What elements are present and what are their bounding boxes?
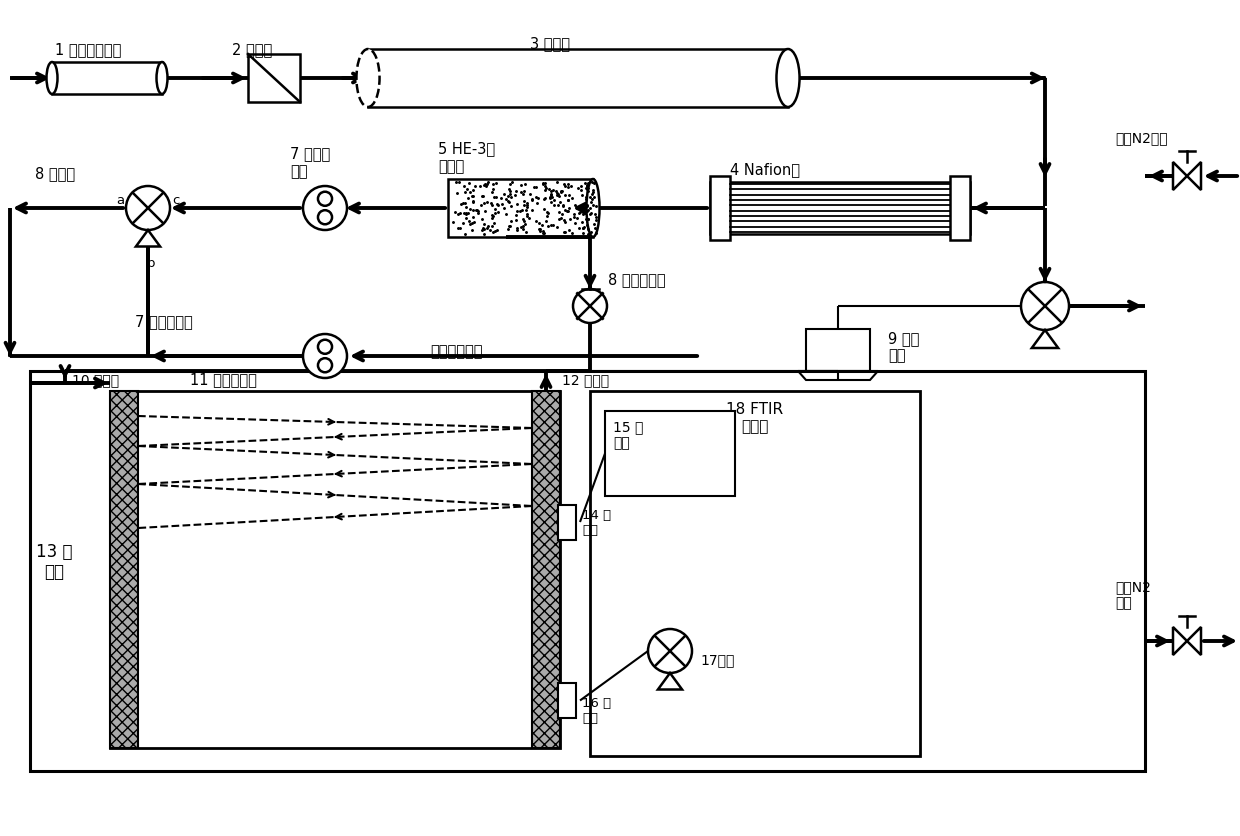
Text: c: c (172, 194, 180, 207)
Circle shape (573, 289, 608, 324)
Text: 3 杜瓦罐: 3 杜瓦罐 (529, 36, 570, 51)
Polygon shape (1032, 330, 1058, 349)
Text: 吹扫N2入口: 吹扫N2入口 (1115, 131, 1168, 145)
Text: 13 密
封箱: 13 密 封箱 (36, 542, 72, 581)
Bar (368, 50, 787, 108)
Bar (532, 391, 560, 748)
Ellipse shape (47, 63, 57, 95)
Bar (448, 180, 593, 237)
Circle shape (649, 630, 692, 673)
Text: 标准气进气口: 标准气进气口 (430, 344, 482, 359)
Polygon shape (1173, 627, 1187, 655)
Text: 4 Nafion管: 4 Nafion管 (730, 162, 800, 176)
Bar (605, 411, 735, 497)
Text: 7 气体流量计: 7 气体流量计 (135, 314, 192, 329)
Ellipse shape (776, 50, 800, 108)
Text: 9 电脑
控制: 9 电脑 控制 (888, 330, 919, 363)
Text: 1 待测气采样口: 1 待测气采样口 (55, 42, 122, 57)
Circle shape (1021, 283, 1069, 330)
Polygon shape (658, 673, 682, 690)
Bar (558, 505, 577, 540)
Bar (711, 176, 730, 241)
Polygon shape (1173, 163, 1187, 191)
Text: b: b (146, 257, 155, 270)
Bar (558, 683, 577, 718)
Ellipse shape (587, 180, 599, 237)
Bar (110, 391, 560, 748)
Text: 18 FTIR
光谱仪: 18 FTIR 光谱仪 (727, 401, 784, 434)
Text: 15 探
测器: 15 探 测器 (613, 420, 644, 450)
Bar (30, 371, 1145, 771)
Circle shape (303, 334, 347, 379)
Text: 11 多次反射池: 11 多次反射池 (190, 371, 257, 386)
Text: 5 HE-3型
干燥剂: 5 HE-3型 干燥剂 (438, 141, 495, 174)
Circle shape (126, 186, 170, 231)
Text: 17光源: 17光源 (701, 652, 734, 666)
Ellipse shape (356, 50, 379, 108)
Text: 10 进气口: 10 进气口 (72, 373, 119, 386)
Text: 2 过滤器: 2 过滤器 (232, 42, 273, 57)
Polygon shape (1187, 163, 1202, 191)
Text: 14 出
光口: 14 出 光口 (582, 508, 611, 537)
Bar (52, 63, 162, 95)
Circle shape (303, 186, 347, 231)
Text: 7 气体流
量计: 7 气体流 量计 (290, 146, 330, 179)
Ellipse shape (156, 63, 167, 95)
Bar (711, 183, 970, 235)
Bar (110, 391, 138, 748)
Bar (806, 329, 870, 371)
Bar (590, 391, 920, 756)
Bar (248, 55, 300, 103)
Text: 8 流量控制阀: 8 流量控制阀 (608, 272, 666, 287)
Text: 吹扫N2
出口: 吹扫N2 出口 (1115, 579, 1151, 609)
Text: a: a (115, 194, 124, 207)
Text: 8 三通阀: 8 三通阀 (35, 166, 76, 181)
Bar (950, 176, 970, 241)
Text: 12 出气口: 12 出气口 (562, 373, 609, 386)
Text: 16 入
光口: 16 入 光口 (582, 696, 611, 725)
Polygon shape (1187, 627, 1202, 655)
